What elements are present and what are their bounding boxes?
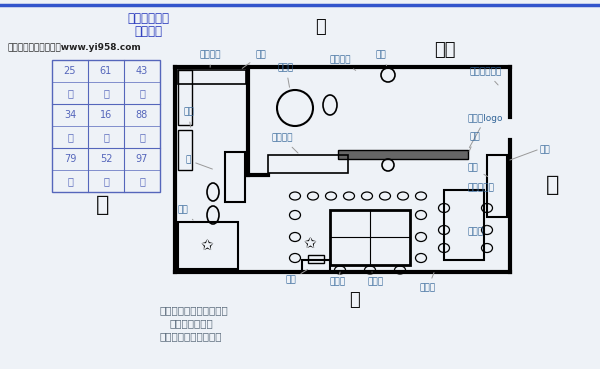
Text: 工作台: 工作台 (368, 272, 384, 286)
Text: 财位: 财位 (183, 107, 194, 127)
Text: 墙面就及玻璃隔: 墙面就及玻璃隔 (170, 318, 214, 328)
Bar (178, 70, 246, 84)
Text: 四: 四 (103, 176, 109, 186)
Text: 九: 九 (139, 176, 145, 186)
Text: 二: 二 (67, 176, 73, 186)
Text: 按星下卦: 按星下卦 (134, 24, 162, 38)
Bar (338, 150, 468, 159)
Bar (268, 155, 348, 173)
Bar (178, 130, 192, 170)
Text: 汐发: 汐发 (242, 51, 266, 68)
Text: 43: 43 (136, 66, 148, 76)
Bar (330, 210, 410, 265)
Text: 五: 五 (139, 88, 145, 98)
Text: 财位: 财位 (468, 163, 488, 177)
Bar (302, 260, 330, 272)
Text: 投影: 投影 (469, 132, 481, 151)
Text: 16: 16 (100, 110, 112, 120)
Bar (308, 255, 324, 263)
Text: 八: 八 (103, 132, 109, 142)
Text: 34: 34 (64, 110, 76, 120)
Text: 52: 52 (100, 154, 112, 164)
Text: 花草: 花草 (178, 206, 193, 220)
Bar (225, 152, 245, 202)
Bar (487, 155, 507, 217)
Text: 风水摆件到时我再来摆放: 风水摆件到时我再来摆放 (160, 305, 229, 315)
Text: 会议桌: 会议桌 (468, 225, 487, 237)
Text: 25: 25 (64, 66, 76, 76)
Text: 79: 79 (64, 154, 76, 164)
Text: 花草: 花草 (375, 51, 386, 66)
Text: 文件矮柜: 文件矮柜 (272, 134, 298, 153)
Text: 王部忍: 王部忍 (420, 273, 436, 293)
Text: 六: 六 (67, 132, 73, 142)
Text: 一: 一 (139, 132, 145, 142)
Text: 南: 南 (314, 18, 325, 36)
Text: 形象墙面就用铝塑材做: 形象墙面就用铝塑材做 (160, 331, 223, 341)
Text: 八运西山朝向: 八运西山朝向 (127, 11, 169, 24)
Text: 宣传图画: 宣传图画 (330, 55, 356, 70)
Text: 88: 88 (136, 110, 148, 120)
Text: ✩: ✩ (304, 235, 316, 251)
Text: 三: 三 (103, 88, 109, 98)
Text: 97: 97 (136, 154, 148, 164)
Text: 七: 七 (67, 88, 73, 98)
Text: 坤门要挂红色: 坤门要挂红色 (470, 68, 502, 85)
Text: 61: 61 (100, 66, 112, 76)
Text: 北: 北 (350, 291, 361, 309)
Text: 孙: 孙 (185, 155, 212, 169)
Text: 坤门: 坤门 (434, 41, 456, 59)
Text: ✩: ✩ (200, 238, 214, 252)
Text: 西: 西 (547, 175, 560, 195)
Text: 花草: 花草 (285, 269, 308, 284)
Text: 东: 东 (97, 195, 110, 215)
Bar (178, 222, 238, 269)
Bar (444, 190, 484, 260)
Text: 接待区: 接待区 (278, 63, 294, 87)
Text: 文件柜: 文件柜 (330, 272, 346, 286)
Text: 形象墙logo: 形象墙logo (468, 114, 503, 148)
Bar (52, 60, 160, 192)
Text: 花草: 花草 (540, 145, 551, 155)
Text: 执照、口号: 执照、口号 (468, 183, 495, 193)
Bar (178, 70, 192, 125)
Text: 资料展示: 资料展示 (200, 51, 221, 67)
Text: 易迹轩算命网排盘系统www.yi958.com: 易迹轩算命网排盘系统www.yi958.com (8, 42, 142, 52)
